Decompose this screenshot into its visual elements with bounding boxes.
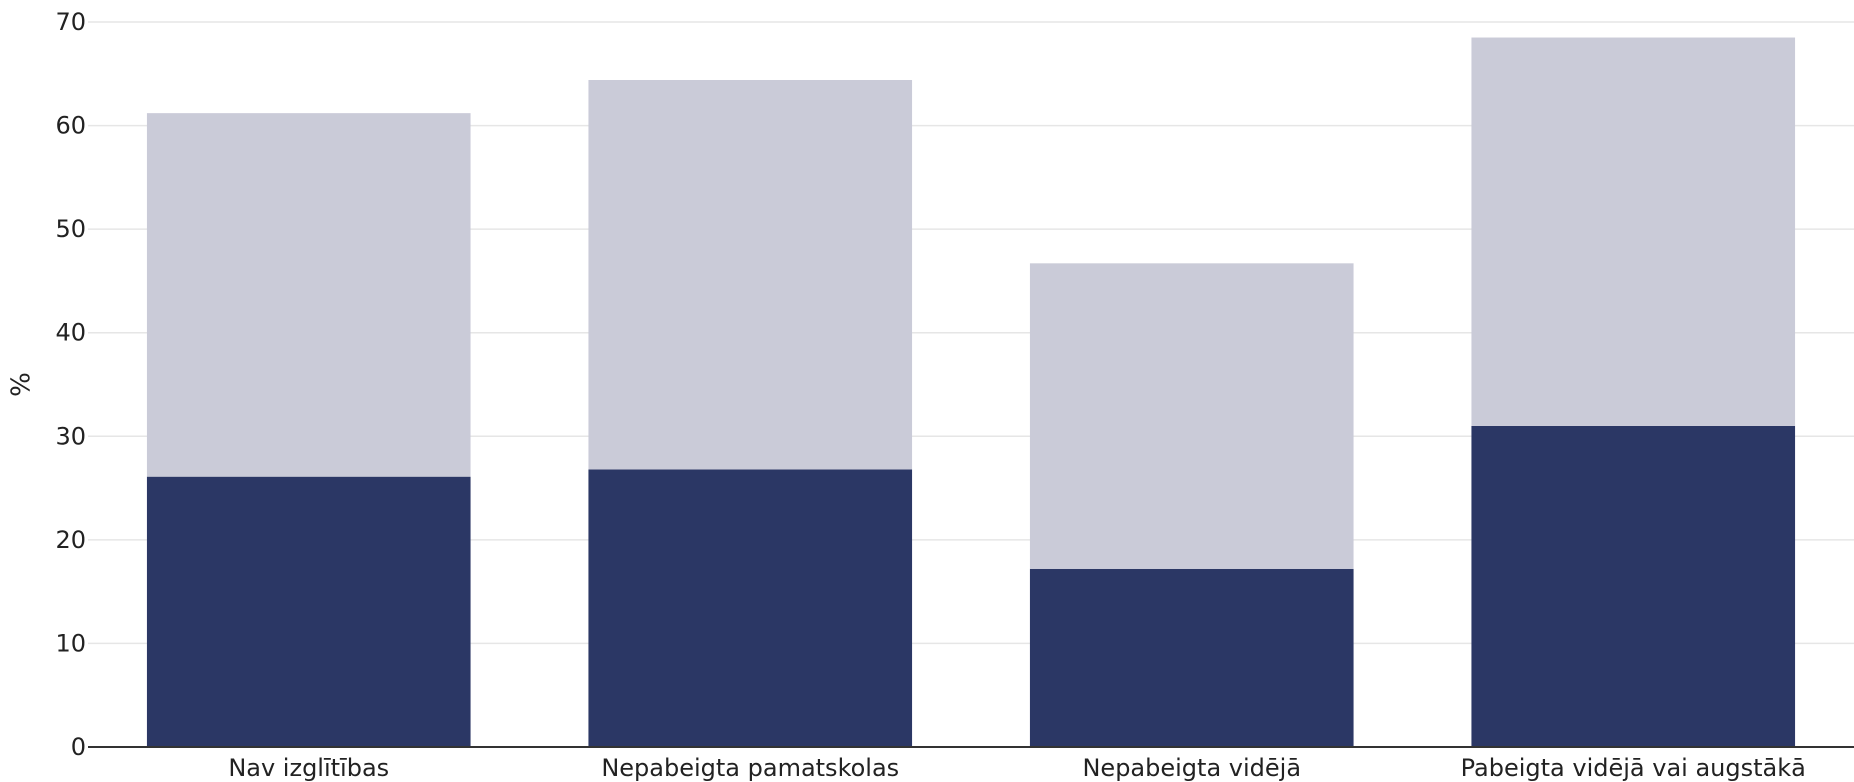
x-tick-label: Nepabeigta pamatskolas xyxy=(601,754,899,782)
y-tick-label: 30 xyxy=(55,422,86,450)
y-tick-label: 10 xyxy=(55,629,86,657)
bar-segment-upper xyxy=(588,80,913,470)
labels: 0 10 20 30 40 50 60 70 Nav izglītības Nepabeigta … xyxy=(55,8,1805,782)
bars xyxy=(146,37,1796,747)
bar-segment-lower xyxy=(1029,568,1354,747)
bar-segment-upper xyxy=(1471,37,1796,426)
bar-segment-lower xyxy=(1471,425,1796,747)
y-tick-label: 70 xyxy=(55,8,86,36)
y-tick-label: 50 xyxy=(55,215,86,243)
y-tick-label: 40 xyxy=(55,319,86,347)
y-tick-label: 20 xyxy=(55,526,86,554)
y-tick-label: 0 xyxy=(71,733,86,761)
x-tick-label: Pabeigta vidējā vai augstākā xyxy=(1461,754,1806,782)
y-axis-title: % xyxy=(7,372,37,397)
x-tick-label: Nepabeigta vidējā xyxy=(1082,754,1301,782)
y-tick-label: 60 xyxy=(55,112,86,140)
bar-segment-lower xyxy=(146,476,471,747)
bar-segment-upper xyxy=(146,113,471,477)
bar-segment-lower xyxy=(588,469,913,747)
x-tick-label: Nav izglītības xyxy=(228,754,389,782)
bar-segment-upper xyxy=(1029,263,1354,569)
